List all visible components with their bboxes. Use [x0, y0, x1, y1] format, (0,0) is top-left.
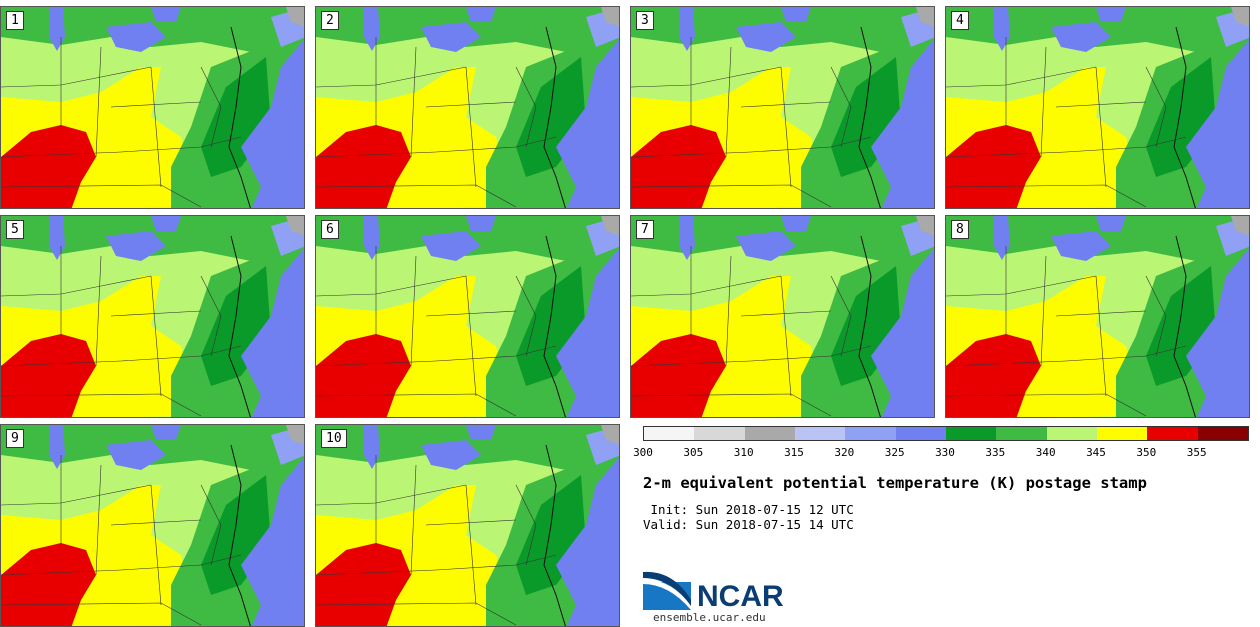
colorbar-tick-label: 345: [1086, 446, 1106, 459]
colorbar-segment: [1096, 427, 1148, 440]
map-panel-6: 6: [315, 215, 620, 418]
map-panel-4: 4: [945, 6, 1250, 209]
init-time: Init: Sun 2018-07-15 12 UTC: [643, 502, 854, 517]
map-panel-8: 8: [945, 215, 1250, 418]
map-panel-9: 9: [0, 424, 305, 627]
map-image: [316, 425, 619, 626]
colorbar-segment: [644, 427, 695, 440]
map-image: [631, 216, 934, 417]
colorbar-segment: [744, 427, 795, 440]
panel-label: 5: [6, 220, 24, 239]
colorbar-segment: [1147, 427, 1198, 440]
colorbar: [643, 426, 1249, 441]
map-image: [631, 7, 934, 208]
colorbar-tick-label: 310: [733, 446, 754, 459]
panel-label: 10: [321, 429, 347, 448]
map-panel-5: 5: [0, 215, 305, 418]
panel-label: 2: [321, 11, 339, 30]
colorbar-tick-label: 350: [1136, 446, 1157, 459]
panel-label: 3: [636, 11, 654, 30]
panel-label: 1: [6, 11, 24, 30]
map-panel-10: 10: [315, 424, 620, 627]
map-image: [1, 7, 304, 208]
map-panel-1: 1: [0, 6, 305, 209]
site-url: ensemble.ucar.edu: [653, 611, 766, 624]
colorbar-segment: [694, 427, 745, 440]
logo-wordmark: NCAR: [697, 580, 784, 613]
panel-label: 9: [6, 429, 24, 448]
colorbar-tick-label: 305: [683, 446, 704, 459]
colorbar-segment: [996, 427, 1047, 440]
map-image: [1, 216, 304, 417]
colorbar-tick-label: 335: [985, 446, 1006, 459]
colorbar-tick-label: 320: [834, 446, 855, 459]
map-image: [946, 216, 1249, 417]
colorbar-tick-label: 325: [884, 446, 905, 459]
colorbar-segment: [895, 427, 946, 440]
map-panel-2: 2: [315, 6, 620, 209]
map-image: [316, 216, 619, 417]
colorbar-tick-label: 315: [784, 446, 804, 459]
colorbar-segment: [1046, 427, 1097, 440]
colorbar-tick-label: 355: [1186, 446, 1207, 459]
colorbar-tick-label: 300: [633, 446, 653, 459]
colorbar-segment: [945, 427, 997, 440]
panel-label: 6: [321, 220, 339, 239]
map-panel-3: 3: [630, 6, 935, 209]
colorbar-segment: [794, 427, 846, 440]
panel-label: 7: [636, 220, 654, 239]
map-panel-7: 7: [630, 215, 935, 418]
map-image: [946, 7, 1249, 208]
panel-label: 8: [951, 220, 969, 239]
colorbar-tick-label: 340: [1035, 446, 1056, 459]
ncar-logo-icon: [643, 571, 691, 610]
panel-label: 4: [951, 11, 969, 30]
colorbar-ticks: 300 305 310 315 320 325 330 335 340 345 350 355: [633, 446, 1247, 460]
colorbar-segment: [1197, 427, 1248, 440]
colorbar-segment: [845, 427, 896, 440]
colorbar-tick-label: 330: [935, 446, 955, 459]
map-image: [1, 425, 304, 626]
chart-title: 2-m equivalent potential temperature (K)…: [643, 474, 1147, 492]
valid-time: Valid: Sun 2018-07-15 14 UTC: [643, 517, 854, 532]
map-image: [316, 7, 619, 208]
